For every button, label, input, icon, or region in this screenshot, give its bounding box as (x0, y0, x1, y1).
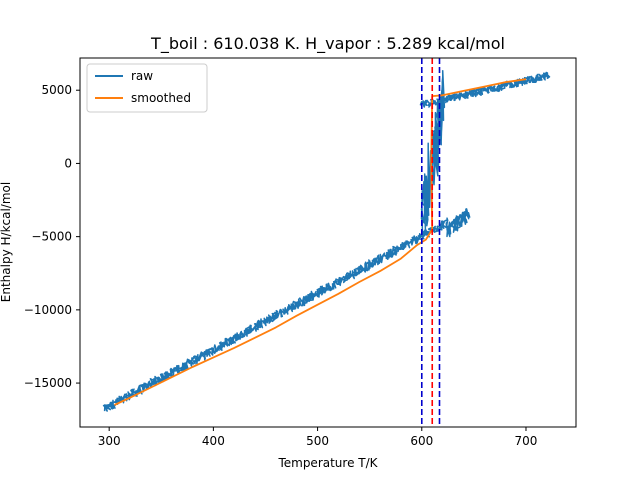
y-axis-label: Enthalpy H/kcal/mol (0, 182, 13, 302)
x-tick-label-700: 700 (515, 434, 538, 448)
y-tick-label--5000: −5000 (31, 230, 72, 244)
y-tick-label-5000: 5000 (41, 83, 72, 97)
y-tick-label-0: 0 (64, 156, 72, 170)
vertical-lines-layer (420, 58, 441, 427)
x-axis-ticks: 300 400 500 600 700 (98, 427, 538, 448)
legend-smoothed-label: smoothed (131, 91, 191, 105)
y-tick-label--15000: −15000 (24, 376, 72, 390)
y-axis-ticks: −15000 −10000 −5000 0 5000 (24, 83, 80, 390)
x-tick-label-600: 600 (410, 434, 433, 448)
raw-series-line-1 (445, 208, 471, 238)
raw-series-line-3 (419, 71, 551, 108)
plot-frame (79, 57, 577, 428)
y-tick-label--10000: −10000 (24, 303, 72, 317)
raw-series-line-0 (102, 217, 449, 412)
smoothed-series-layer (114, 78, 527, 406)
x-axis-label: Temperature T/K (277, 456, 378, 470)
legend: raw smoothed (86, 63, 208, 113)
x-tick-label-300: 300 (98, 434, 121, 448)
chart-title: T_boil : 610.038 K. H_vapor : 5.289 kcal… (150, 34, 505, 54)
x-tick-label-500: 500 (306, 434, 329, 448)
legend-raw-label: raw (131, 69, 153, 83)
x-tick-label-400: 400 (202, 434, 225, 448)
plot-area (102, 58, 551, 427)
smoothed-series-line (114, 78, 527, 406)
